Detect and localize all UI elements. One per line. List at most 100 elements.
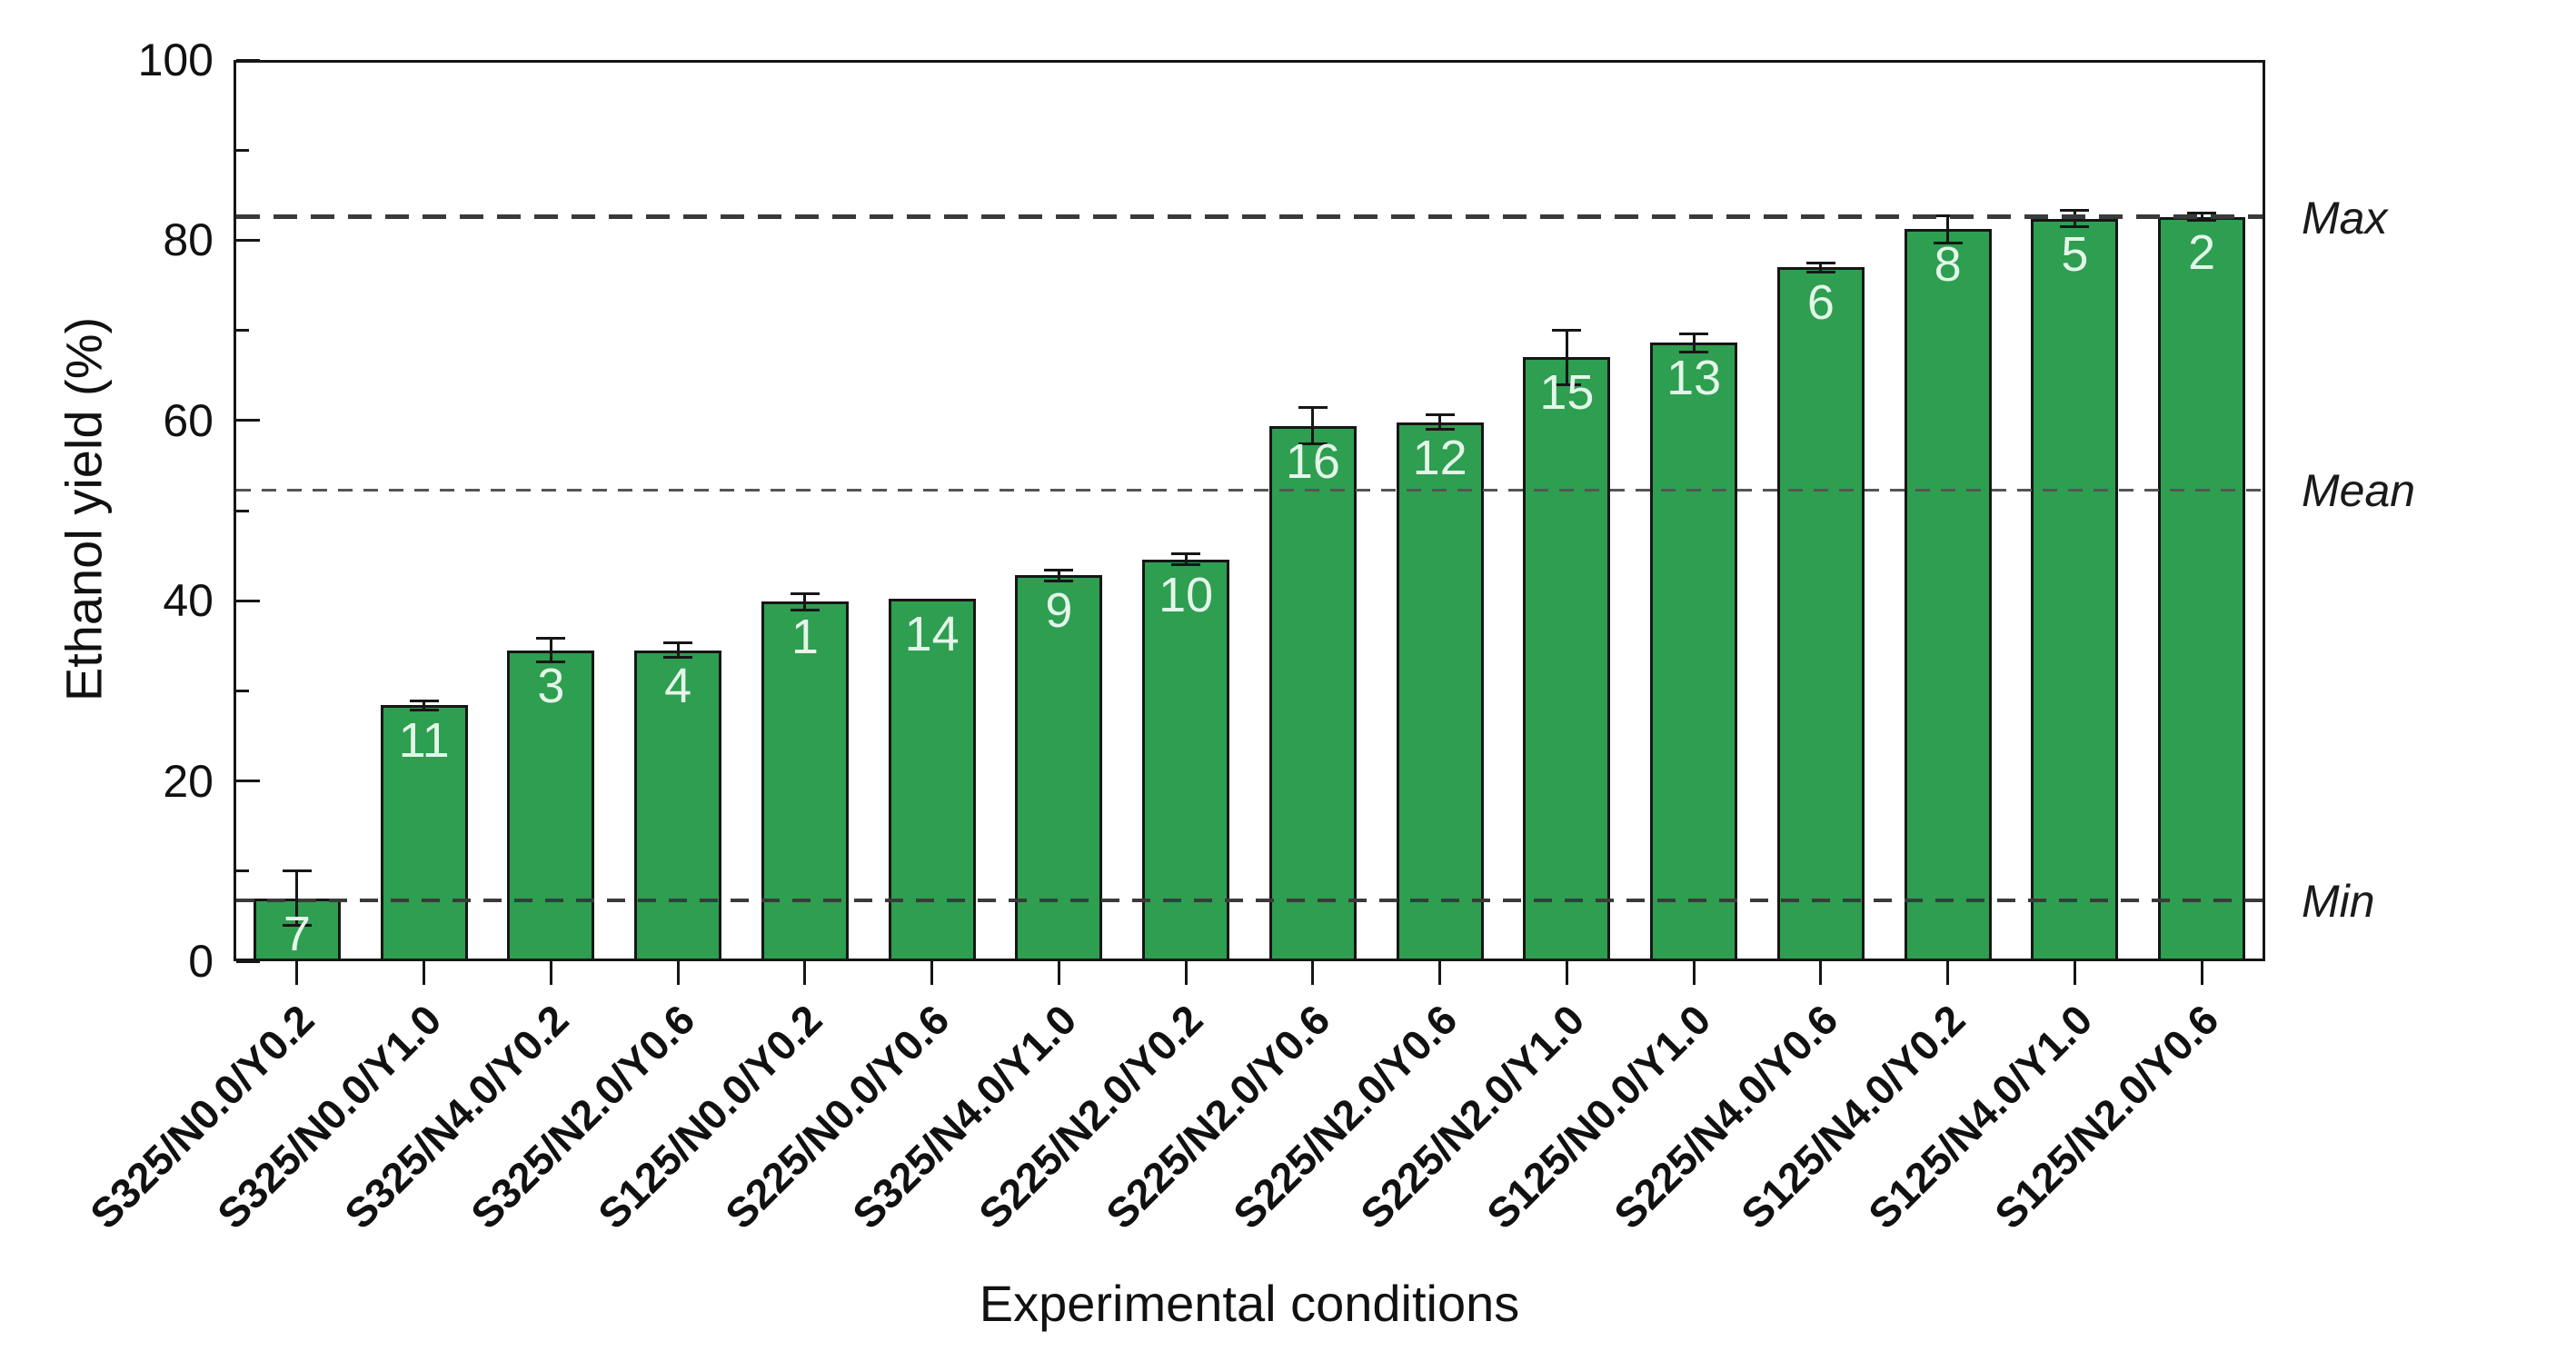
error-bar-cap-bottom bbox=[1044, 579, 1074, 582]
error-bar-cap-bottom bbox=[790, 608, 820, 611]
x-tick-label: S325/N0.0/Y1.0 bbox=[207, 995, 451, 1238]
error-bar-cap-top bbox=[1552, 329, 1582, 333]
max-reference-line bbox=[236, 214, 2263, 220]
error-bar-cap-bottom bbox=[1933, 241, 1963, 244]
x-tick bbox=[1311, 961, 1315, 985]
bar bbox=[2031, 218, 2119, 961]
error-bar-cap-bottom bbox=[1552, 382, 1582, 386]
bar bbox=[1650, 343, 1738, 961]
bar bbox=[1268, 425, 1357, 961]
x-tick bbox=[1057, 961, 1060, 985]
error-bar-stem bbox=[549, 638, 552, 662]
bar bbox=[2158, 216, 2246, 961]
bar-number-label: 11 bbox=[398, 713, 450, 769]
error-bar-cap-top bbox=[282, 869, 312, 873]
max-line-label: Max bbox=[2302, 192, 2388, 243]
bar-number-label: 2 bbox=[2188, 224, 2216, 280]
x-tick-label: S225/N2.0/Y1.0 bbox=[1350, 995, 1594, 1238]
x-tick bbox=[1184, 961, 1188, 985]
bar bbox=[1396, 422, 1484, 961]
error-bar-stem bbox=[1057, 570, 1060, 581]
y-major-tick bbox=[236, 58, 260, 62]
error-bar-cap-bottom bbox=[1298, 442, 1328, 446]
x-tick-label: S325/N2.0/Y0.6 bbox=[462, 995, 704, 1238]
x-tick-label: S225/N2.0/Y0.2 bbox=[970, 995, 1212, 1238]
bar bbox=[1904, 229, 1992, 961]
y-minor-tick bbox=[236, 509, 249, 512]
error-bar-stem bbox=[1438, 414, 1442, 430]
y-tick-label: 20 bbox=[163, 755, 214, 807]
error-bar-cap-bottom bbox=[1679, 350, 1709, 353]
error-bar-stem bbox=[1819, 263, 1823, 273]
x-tick bbox=[2200, 961, 2203, 985]
bar bbox=[1523, 357, 1611, 961]
error-bar-cap-bottom bbox=[409, 708, 439, 711]
x-tick bbox=[1438, 961, 1442, 985]
mean-line-label: Mean bbox=[2302, 465, 2416, 517]
mean-reference-line bbox=[236, 488, 2263, 492]
error-bar-stem bbox=[1946, 215, 1950, 243]
error-bar-cap-bottom bbox=[1425, 428, 1455, 432]
error-bar-cap-bottom bbox=[536, 661, 566, 664]
error-bar-cap-top bbox=[536, 637, 566, 641]
error-bar-cap-top bbox=[1805, 261, 1835, 264]
bar bbox=[1776, 267, 1865, 961]
error-bar-cap-top bbox=[1298, 406, 1328, 410]
y-major-tick bbox=[236, 238, 260, 242]
y-major-tick bbox=[236, 599, 260, 602]
y-minor-tick bbox=[236, 689, 249, 692]
x-tick-label: S125/N2.0/Y0.6 bbox=[1985, 995, 2228, 1238]
y-tick-label: 40 bbox=[163, 575, 214, 627]
bar-number-label: 15 bbox=[1539, 365, 1595, 421]
y-minor-tick bbox=[236, 869, 249, 873]
y-minor-tick bbox=[236, 148, 249, 152]
x-tick-label: S225/N2.0/Y0.6 bbox=[1097, 995, 1339, 1238]
bar-number-label: 14 bbox=[904, 607, 960, 662]
error-bar-cap-top bbox=[409, 699, 439, 702]
x-tick bbox=[930, 961, 934, 985]
x-tick-label: S125/N0.0/Y1.0 bbox=[1477, 995, 1720, 1238]
error-bar-cap-bottom bbox=[1805, 270, 1835, 273]
x-tick bbox=[2073, 961, 2076, 985]
x-tick-label: S325/N4.0/Y0.2 bbox=[334, 995, 578, 1238]
bar-number-label: 6 bbox=[1806, 275, 1835, 331]
x-tick-label: S225/N0.0/Y0.6 bbox=[715, 995, 959, 1238]
bar-number-label: 16 bbox=[1285, 433, 1340, 489]
y-minor-tick bbox=[236, 329, 249, 333]
y-major-tick bbox=[236, 780, 260, 783]
error-bar-stem bbox=[1311, 407, 1315, 444]
x-tick-label: S125/N0.0/Y0.2 bbox=[589, 995, 831, 1238]
bar bbox=[634, 650, 722, 961]
error-bar-cap-top bbox=[790, 591, 820, 595]
x-tick bbox=[423, 961, 426, 985]
error-bar-cap-top bbox=[2187, 212, 2217, 215]
bar-number-label: 5 bbox=[2061, 226, 2089, 282]
error-bar-cap-top bbox=[2060, 209, 2090, 213]
bar-number-label: 13 bbox=[1666, 351, 1722, 406]
error-bar-cap-top bbox=[1171, 552, 1201, 556]
error-bar-cap-bottom bbox=[2187, 219, 2217, 223]
x-tick bbox=[549, 961, 552, 985]
error-bar-cap-bottom bbox=[282, 923, 312, 927]
x-tick bbox=[295, 961, 299, 985]
error-bar-cap-top bbox=[1044, 568, 1074, 571]
bar-number-label: 12 bbox=[1412, 430, 1467, 485]
min-line-label: Min bbox=[2302, 875, 2375, 927]
error-bar-cap-top bbox=[663, 641, 693, 645]
error-bar-stem bbox=[1184, 553, 1188, 565]
bar bbox=[380, 705, 468, 961]
error-bar-cap-top bbox=[1425, 413, 1455, 417]
bar-number-label: 7 bbox=[283, 906, 311, 961]
x-tick bbox=[676, 961, 680, 985]
error-bar-stem bbox=[1565, 330, 1568, 385]
bar bbox=[1142, 559, 1230, 961]
bar-number-label: 4 bbox=[664, 658, 692, 713]
error-bar-stem bbox=[803, 593, 807, 611]
y-tick-label: 80 bbox=[163, 214, 214, 266]
x-tick bbox=[1946, 961, 1950, 985]
x-tick-label: S225/N4.0/Y0.6 bbox=[1605, 995, 1847, 1238]
x-tick-label: S225/N2.0/Y0.6 bbox=[1223, 995, 1467, 1238]
error-bar-stem bbox=[1692, 333, 1696, 353]
x-tick bbox=[1692, 961, 1696, 985]
x-tick-label: S325/N0.0/Y0.2 bbox=[81, 995, 323, 1238]
